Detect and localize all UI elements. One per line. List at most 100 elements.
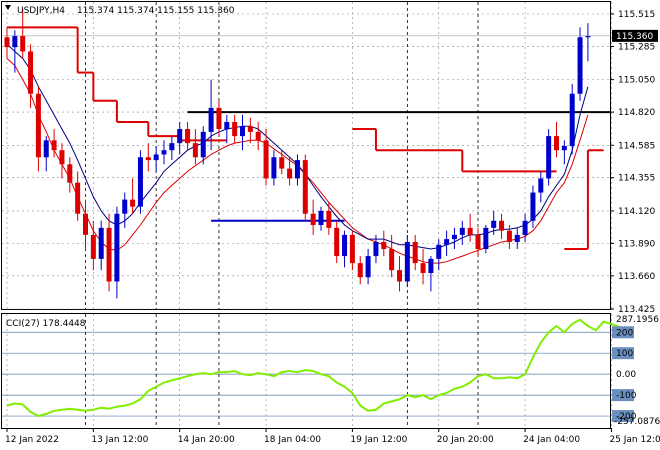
candle (585, 23, 591, 62)
candle-body (459, 227, 465, 235)
candle-body (310, 213, 316, 226)
candle (177, 121, 183, 155)
candle (169, 136, 175, 161)
cci-marks (6, 318, 628, 418)
candle (444, 230, 450, 257)
candle (326, 202, 332, 235)
price-tick-label: 114.120 (618, 207, 655, 217)
cci-title: CCI(27) 178.4448 (6, 319, 86, 329)
current-price-label: 115.360 (616, 32, 653, 42)
candle (436, 239, 442, 271)
candle (577, 27, 583, 101)
candle-body (106, 227, 112, 282)
candle-body (577, 37, 583, 94)
price-tick-label: 113.890 (618, 239, 655, 249)
candle (357, 256, 363, 285)
time-tick-label: 13 Jan 12:00 (91, 435, 148, 445)
candle-body (247, 126, 253, 132)
candle (389, 234, 395, 278)
candle-body (397, 270, 402, 282)
cci-level-label: 200 (616, 328, 633, 338)
candle (522, 213, 528, 242)
candle-body (192, 143, 198, 158)
candle (35, 86, 41, 172)
candle (90, 220, 96, 271)
candle-body (20, 35, 26, 52)
candle-body (483, 227, 489, 250)
candle-body (373, 241, 379, 257)
cci-level-tag (612, 410, 634, 423)
candle (420, 249, 426, 285)
candle-body (67, 164, 73, 183)
candle (554, 121, 559, 158)
chart-ohlc: 115.374 115.374 115.155 115.360 (77, 6, 235, 16)
candle (12, 30, 18, 73)
time-tick-label: 18 Jan 04:00 (264, 435, 321, 445)
candle-body (83, 213, 88, 235)
candle (75, 171, 81, 221)
candle-body (294, 160, 300, 179)
price-tick-label: 115.515 (618, 10, 655, 20)
price-tick-label: 115.050 (618, 76, 655, 86)
candle (475, 227, 481, 257)
candle (43, 136, 49, 172)
candle-body (35, 93, 41, 158)
candle (224, 114, 230, 144)
candle (483, 225, 489, 254)
candle-body (75, 182, 81, 214)
price-tick-label: 114.820 (618, 108, 655, 118)
candle-body (451, 234, 457, 240)
candle-body (389, 249, 395, 271)
candle (51, 129, 57, 158)
candle (365, 249, 371, 285)
candle-body (98, 227, 104, 259)
candle (130, 178, 136, 214)
candle (240, 114, 245, 151)
candle (106, 213, 112, 292)
candle-body (499, 220, 505, 231)
candle (310, 199, 316, 235)
candle-body (169, 143, 175, 151)
candle-body (200, 131, 206, 158)
candle (467, 213, 473, 242)
candle-body (302, 160, 308, 214)
candle-body (342, 234, 348, 257)
cci-grid (2, 314, 612, 428)
candle (67, 157, 73, 193)
candle-body (561, 145, 567, 151)
candle (381, 230, 387, 257)
candle-body (546, 136, 552, 179)
candle-body (90, 234, 96, 259)
cci-level-tag (612, 347, 634, 360)
time-tick-label: 24 Jan 04:00 (523, 435, 580, 445)
candle-body (161, 150, 167, 155)
candle-body (43, 140, 49, 158)
candle (279, 150, 285, 175)
candle (546, 129, 552, 186)
price-tick-label: 115.285 (618, 42, 655, 52)
candle-body (349, 234, 355, 264)
candle-body (514, 234, 520, 242)
candle (459, 220, 465, 245)
candle-body (506, 230, 512, 242)
collapse-triangle-icon[interactable] (5, 5, 11, 10)
cci-y-axis: 200 100 0.00 -100 -200 287.1956 -257.0876 (612, 315, 660, 427)
candle-body (365, 256, 371, 278)
candle (334, 220, 340, 264)
candle (122, 192, 128, 228)
candle-body (420, 263, 426, 274)
candle-body (279, 157, 285, 169)
candle-body (28, 51, 34, 94)
candle (192, 129, 198, 165)
candle (28, 44, 34, 108)
candle (514, 227, 520, 250)
candle (491, 210, 497, 235)
candle (185, 121, 191, 151)
candle-body (444, 239, 450, 245)
price-tick-label: 114.585 (618, 141, 655, 151)
candle (232, 114, 238, 144)
candle-body (224, 121, 230, 130)
candle (499, 213, 505, 240)
candle-body (145, 157, 151, 161)
cci-max-label: 287.1956 (616, 315, 659, 325)
